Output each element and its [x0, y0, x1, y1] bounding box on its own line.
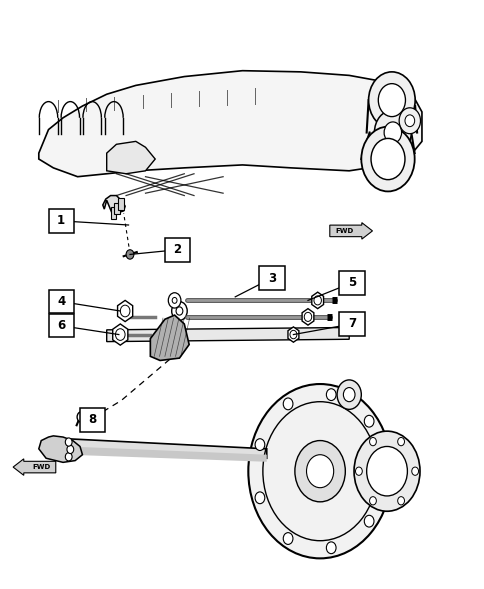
Circle shape: [398, 108, 420, 134]
Circle shape: [363, 515, 373, 527]
Circle shape: [368, 72, 414, 128]
FancyBboxPatch shape: [339, 271, 364, 294]
Circle shape: [378, 465, 388, 477]
Circle shape: [171, 302, 187, 320]
FancyBboxPatch shape: [259, 266, 284, 290]
FancyBboxPatch shape: [48, 209, 74, 233]
Circle shape: [289, 330, 296, 339]
Circle shape: [115, 329, 125, 340]
Circle shape: [326, 389, 335, 401]
Circle shape: [172, 297, 177, 303]
Circle shape: [353, 431, 419, 511]
Circle shape: [326, 542, 335, 554]
Bar: [114, 203, 120, 214]
Circle shape: [120, 305, 130, 317]
Polygon shape: [112, 324, 128, 345]
Circle shape: [370, 138, 404, 180]
FancyBboxPatch shape: [48, 290, 74, 313]
Circle shape: [355, 467, 362, 475]
Circle shape: [77, 412, 86, 422]
Polygon shape: [106, 327, 348, 342]
Circle shape: [294, 441, 345, 502]
Circle shape: [283, 398, 292, 410]
Circle shape: [255, 439, 264, 451]
Circle shape: [126, 250, 134, 259]
Polygon shape: [311, 292, 323, 309]
Polygon shape: [106, 141, 155, 174]
Text: 6: 6: [57, 319, 65, 332]
Circle shape: [397, 438, 404, 446]
FancyBboxPatch shape: [48, 314, 74, 337]
Circle shape: [374, 110, 410, 155]
Circle shape: [404, 115, 414, 127]
Circle shape: [248, 384, 391, 558]
Circle shape: [306, 455, 333, 488]
Text: 8: 8: [88, 413, 97, 426]
Circle shape: [378, 84, 405, 117]
Polygon shape: [39, 71, 421, 177]
Circle shape: [176, 307, 182, 315]
Circle shape: [255, 492, 264, 504]
Circle shape: [168, 293, 181, 308]
Bar: [110, 207, 116, 219]
Circle shape: [397, 497, 404, 505]
Circle shape: [65, 438, 72, 446]
Circle shape: [363, 415, 373, 427]
Text: FWD: FWD: [32, 464, 50, 470]
Polygon shape: [68, 446, 266, 462]
Bar: [118, 198, 124, 210]
Polygon shape: [302, 309, 313, 325]
Polygon shape: [103, 196, 125, 213]
Circle shape: [65, 453, 72, 461]
Circle shape: [313, 296, 321, 305]
Polygon shape: [68, 439, 266, 458]
Circle shape: [336, 380, 361, 409]
FancyBboxPatch shape: [80, 408, 105, 432]
Polygon shape: [13, 459, 56, 475]
Circle shape: [366, 446, 407, 496]
Polygon shape: [287, 327, 298, 342]
Circle shape: [303, 312, 311, 322]
Text: 2: 2: [173, 243, 181, 256]
Circle shape: [361, 127, 414, 191]
Text: 4: 4: [57, 295, 65, 308]
Text: 3: 3: [268, 272, 275, 284]
FancyBboxPatch shape: [165, 238, 190, 262]
Circle shape: [369, 497, 376, 505]
Polygon shape: [329, 223, 372, 239]
Circle shape: [67, 445, 74, 454]
Circle shape: [411, 467, 418, 475]
Text: 5: 5: [347, 276, 356, 289]
Circle shape: [283, 532, 292, 544]
Polygon shape: [117, 300, 133, 322]
FancyBboxPatch shape: [339, 312, 364, 336]
Polygon shape: [39, 436, 82, 462]
Polygon shape: [150, 315, 189, 360]
Circle shape: [369, 438, 376, 446]
Circle shape: [383, 122, 401, 143]
Circle shape: [343, 388, 354, 402]
Text: 1: 1: [57, 214, 65, 227]
Text: FWD: FWD: [334, 228, 353, 234]
Text: 7: 7: [348, 317, 355, 330]
